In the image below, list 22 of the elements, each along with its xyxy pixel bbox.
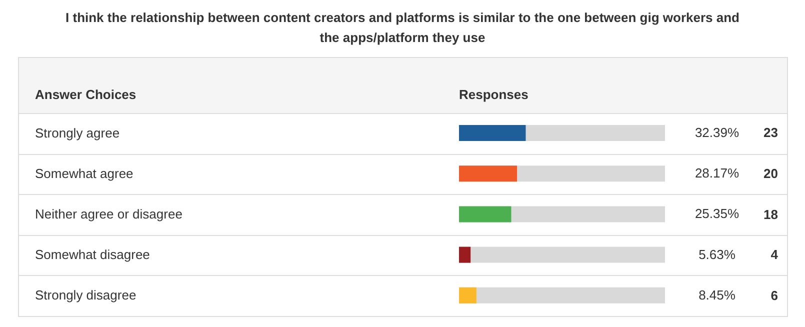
- y-tick-label: Strongly disagree: [35, 288, 136, 303]
- text: 20: [764, 166, 778, 182]
- bar: [459, 287, 476, 304]
- text: 23: [764, 125, 778, 142]
- data-label: 25.35%: [694, 206, 740, 222]
- x-axis-title: Responses: [459, 87, 528, 102]
- y-tick-label: Strongly agree: [35, 125, 120, 140]
- data-label: 32.39%: [694, 125, 740, 140]
- bar: [459, 246, 471, 263]
- bar: [459, 166, 518, 182]
- data-label: 28.17%: [694, 166, 740, 181]
- text: 6: [770, 288, 778, 304]
- text: 4: [770, 247, 778, 264]
- y-tick-label: Somewhat disagree: [35, 247, 150, 262]
- chart-title: I think the relationship between content creators and platforms is similar to the one between gig workers and the apps/platform they use: [64, 9, 740, 47]
- data-label: 5.63%: [698, 246, 736, 262]
- y-axis-title: Answer Choices: [35, 87, 136, 102]
- bar: [459, 206, 512, 222]
- y-tick-label: Neither agree or disagree: [35, 206, 182, 222]
- y-tick-label: Somewhat agree: [35, 166, 134, 181]
- data-label: 8.45%: [698, 287, 736, 302]
- text: 18: [764, 206, 778, 222]
